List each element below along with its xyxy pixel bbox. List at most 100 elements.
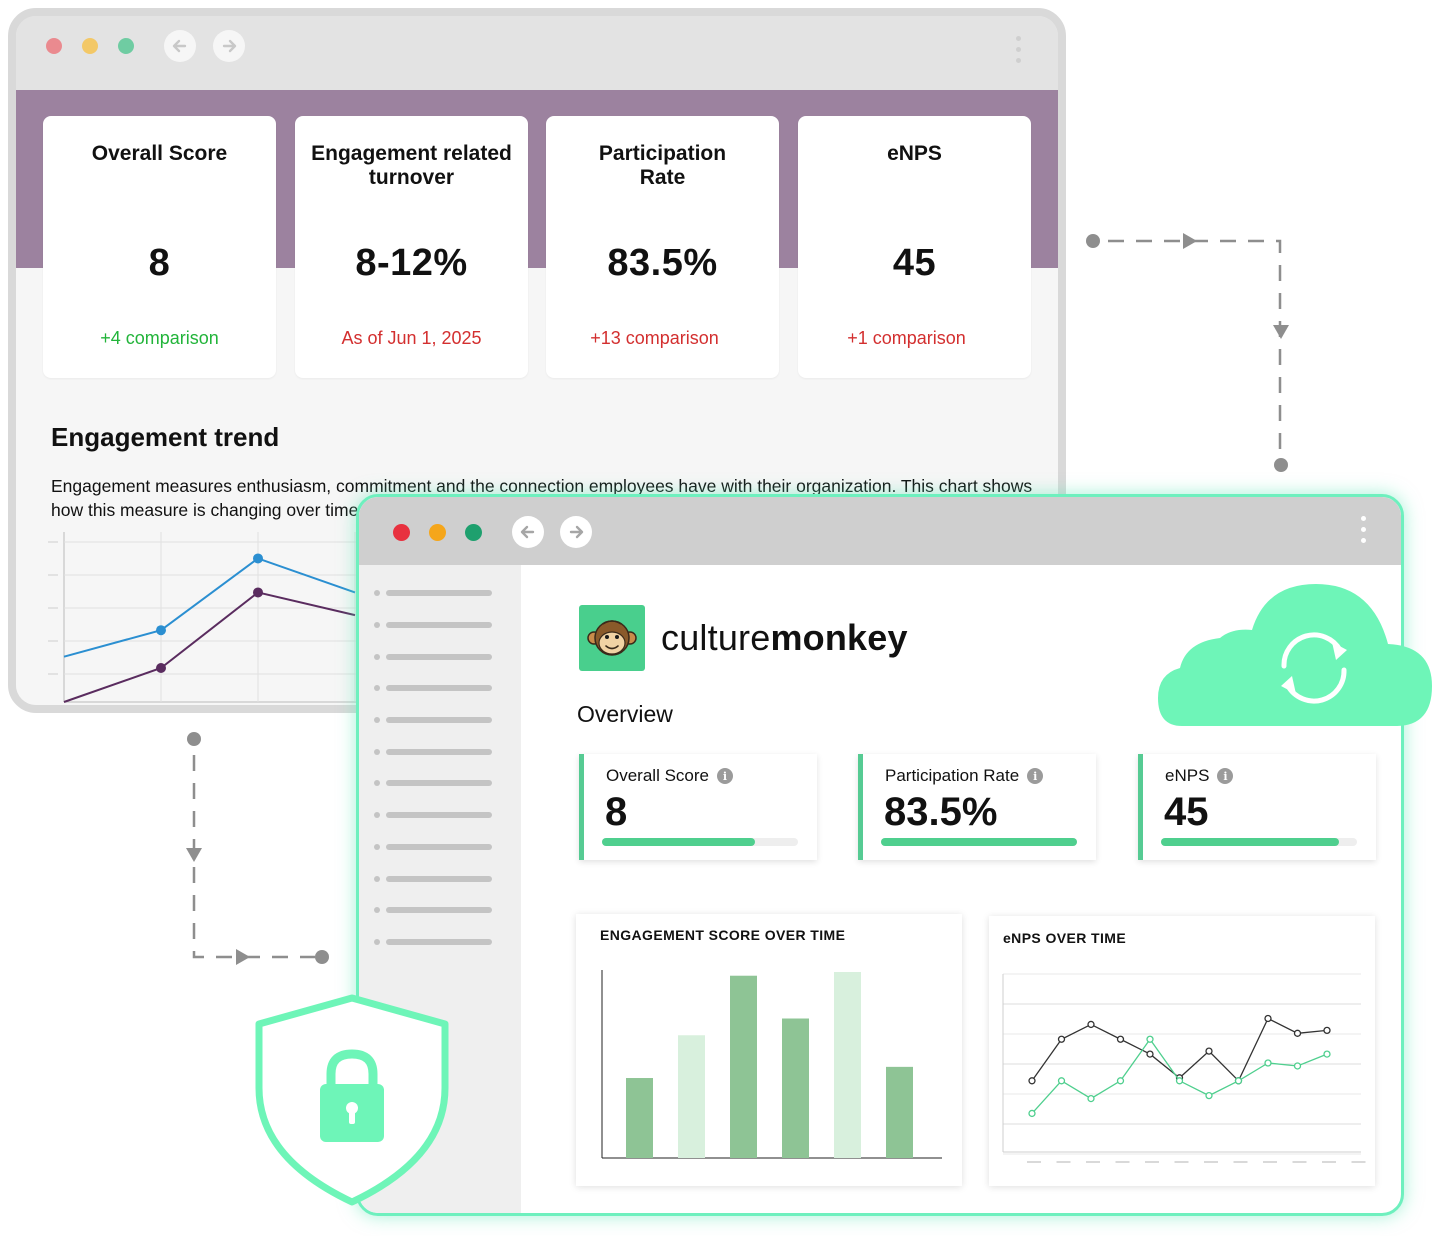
data-point: [1028, 1077, 1036, 1085]
brand-light: culture: [661, 617, 771, 658]
kpi-comparison: +1 comparison: [847, 328, 966, 348]
brand[interactable]: culturemonkey: [579, 605, 908, 671]
lock-icon: [320, 1049, 384, 1142]
bar: [678, 1035, 705, 1158]
sidebar-item[interactable]: [374, 906, 492, 914]
sidebar-item[interactable]: [374, 843, 492, 851]
data-point: [1205, 1047, 1213, 1055]
engagement-score-bar-chart: [601, 970, 942, 1159]
x-tick-label: [1263, 1161, 1277, 1163]
metric-card-participation-rate[interactable]: Participation Rate i 83.5%: [858, 754, 1096, 860]
data-point: [1323, 1050, 1331, 1058]
bar: [834, 972, 861, 1158]
cloud-sync-icon: [1158, 584, 1432, 726]
sidebar-item[interactable]: [374, 748, 492, 756]
kpi-title: eNPS: [887, 142, 942, 165]
metric-label: eNPS: [1165, 766, 1210, 785]
arrow-left-icon: [520, 525, 535, 539]
data-point: [1323, 1026, 1331, 1035]
forward-arrow-button[interactable]: [213, 30, 245, 62]
kpi-card-turnover: Engagement related turnover 8-12% As of …: [295, 116, 528, 378]
data-point: [1116, 1077, 1125, 1085]
metric-card-overall-score[interactable]: Overall Score i 8: [579, 754, 817, 860]
sidebar-item[interactable]: [374, 716, 492, 724]
data-point: [253, 587, 263, 598]
data-point: [1146, 1035, 1154, 1043]
arrow-right-icon: [222, 39, 237, 53]
series-line: [1031, 1017, 1328, 1082]
sidebar-item[interactable]: [374, 938, 492, 946]
back-arrow-button[interactable]: [512, 516, 544, 548]
metric-value: 8: [605, 790, 628, 834]
maximize-dot[interactable]: [465, 524, 482, 541]
minimize-dot[interactable]: [82, 38, 98, 54]
sidebar-item[interactable]: [374, 875, 492, 883]
bar: [626, 1078, 653, 1158]
chart-title: ENGAGEMENT SCORE OVER TIME: [600, 927, 846, 943]
x-tick-label: [1204, 1161, 1218, 1163]
sidebar-item[interactable]: [374, 779, 492, 787]
data-point: [1028, 1109, 1036, 1118]
data-point: [1116, 1035, 1125, 1043]
sidebar-item[interactable]: [374, 589, 492, 597]
metric-value: 45: [1164, 790, 1209, 834]
data-point: [1087, 1094, 1095, 1103]
monkey-logo-icon: [579, 605, 645, 671]
data-point: [1234, 1077, 1243, 1085]
minimize-dot[interactable]: [429, 524, 446, 541]
more-options-icon[interactable]: [1361, 516, 1367, 543]
info-icon[interactable]: i: [1027, 768, 1044, 784]
engagement-trend-chart: [48, 532, 356, 703]
sidebar-item[interactable]: [374, 811, 492, 819]
kpi-title: Participation Rate: [598, 142, 727, 189]
x-tick-label: [1086, 1161, 1100, 1163]
brand-bold: monkey: [770, 617, 908, 658]
kpi-value: 45: [892, 242, 937, 284]
kpi-comparison: +4 comparison: [100, 328, 219, 348]
x-tick-label: [1351, 1161, 1366, 1163]
more-options-icon[interactable]: [1016, 36, 1022, 63]
security-shield-icon: [255, 994, 449, 1206]
arrow-right-icon: [569, 525, 584, 539]
close-dot[interactable]: [46, 38, 62, 54]
x-tick-label: [1115, 1161, 1130, 1163]
kpi-value: 8: [148, 242, 171, 284]
x-tick-label: [1292, 1161, 1307, 1163]
data-point: [253, 553, 263, 564]
forward-arrow-button[interactable]: [560, 516, 592, 548]
maximize-dot[interactable]: [118, 38, 134, 54]
x-tick-label: [1145, 1161, 1159, 1163]
sidebar-item[interactable]: [374, 621, 492, 629]
metric-card-enps[interactable]: eNPS i 45: [1138, 754, 1376, 860]
metric-value: 83.5%: [884, 790, 998, 834]
x-tick-label: [1027, 1161, 1041, 1163]
data-point: [1264, 1014, 1272, 1023]
info-icon[interactable]: i: [1217, 768, 1234, 784]
kpi-comparison: +13 comparison: [590, 328, 719, 348]
data-point: [1057, 1035, 1066, 1043]
progress-fill: [881, 838, 1077, 846]
data-point: [1175, 1077, 1184, 1085]
page-title: Overview: [577, 701, 673, 727]
bar: [782, 1018, 809, 1158]
back-arrow-button[interactable]: [164, 30, 196, 62]
bar: [730, 975, 757, 1158]
data-point: [156, 625, 166, 636]
progress-fill: [602, 838, 755, 846]
kpi-date: As of Jun 1, 2025: [341, 328, 482, 348]
info-icon[interactable]: i: [716, 768, 733, 784]
enps-chart-card: eNPS OVER TIME: [989, 916, 1375, 1186]
sidebar-item[interactable]: [374, 653, 492, 661]
engagement-score-chart-card: ENGAGEMENT SCORE OVER TIME: [576, 914, 962, 1186]
front-browser-window: culturemonkey Overview Overall Score i 8 …: [356, 494, 1404, 1216]
kpi-title: Engagement related turnover: [311, 142, 512, 189]
data-point: [1264, 1059, 1272, 1067]
close-dot[interactable]: [393, 524, 410, 541]
x-tick-label: [1174, 1161, 1189, 1163]
data-point: [1293, 1029, 1302, 1037]
back-title-bar: [16, 16, 1058, 90]
series-line: [63, 591, 356, 703]
sidebar-item[interactable]: [374, 684, 492, 692]
kpi-card-enps: eNPS 45 +1 comparison: [798, 116, 1031, 378]
x-tick-label: [1322, 1161, 1336, 1163]
